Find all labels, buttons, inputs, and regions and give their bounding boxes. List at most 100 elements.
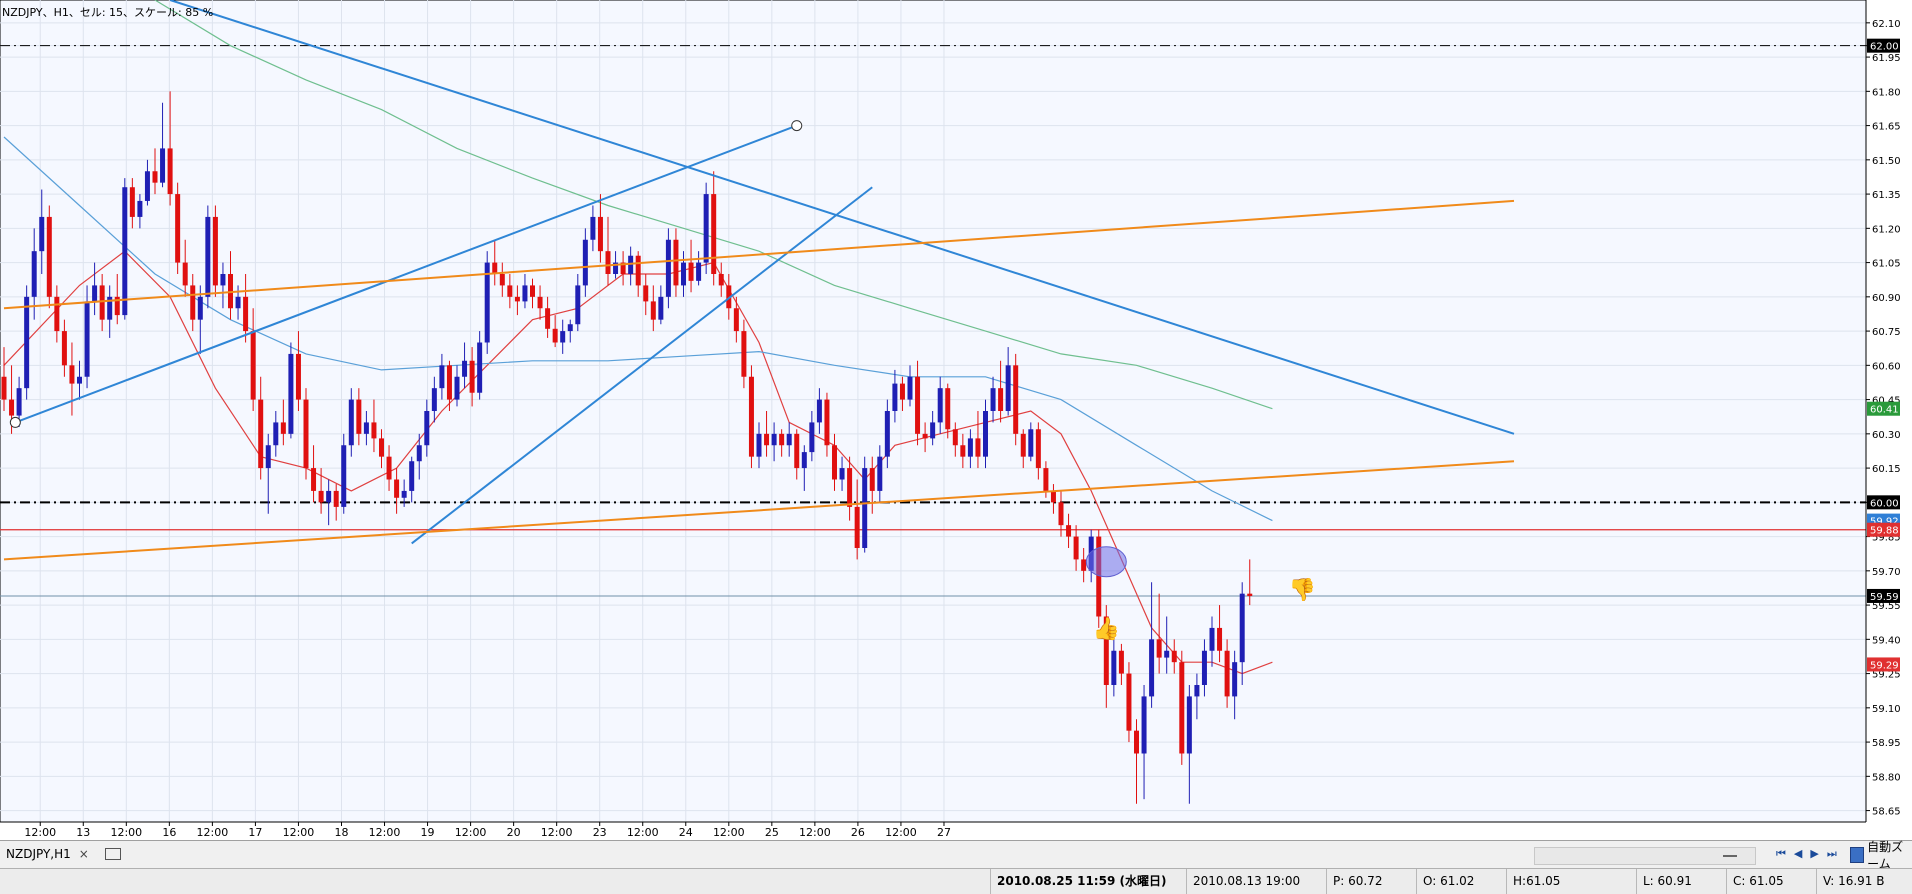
- candle-body: [1164, 650, 1170, 658]
- candle-body: [771, 433, 777, 446]
- candle-body: [258, 399, 264, 469]
- scroll-thumb[interactable]: [1723, 855, 1737, 857]
- candle-body: [61, 331, 67, 366]
- candle-body: [182, 262, 188, 286]
- window-icon[interactable]: [104, 848, 121, 860]
- time-tick-label: 27: [937, 826, 951, 839]
- candle-body: [167, 148, 173, 195]
- price-label: 60.00: [1870, 498, 1899, 509]
- price-axis-background: [1866, 0, 1912, 840]
- candle-body: [741, 331, 747, 377]
- tab-label[interactable]: NZDJPY,H1: [6, 847, 71, 861]
- highlight-ellipse: [1085, 546, 1127, 578]
- candle-body: [31, 251, 37, 297]
- candle-body: [628, 255, 634, 274]
- candle-body: [220, 274, 226, 286]
- candle-body: [416, 445, 422, 462]
- candle-body: [575, 285, 581, 325]
- price-label-box: [1867, 401, 1900, 416]
- time-tick-label: 12:00: [24, 826, 56, 839]
- candle-body: [122, 187, 128, 316]
- price-label-box: [1867, 495, 1900, 510]
- candle-body: [522, 285, 528, 302]
- candle-body: [567, 324, 573, 332]
- price-chart[interactable]: 👍 👎 62.10 62.0061.95 61.80 61.65 61.50 61.35 61.…: [0, 0, 1912, 840]
- price-tick-label: 59.70: [1872, 567, 1901, 578]
- moving-average-mid: [3, 136, 1273, 522]
- price-tick-label: 61.50: [1872, 156, 1901, 167]
- price-label: 59.59: [1870, 592, 1899, 603]
- candle-body: [1194, 685, 1200, 697]
- candle-body: [137, 200, 143, 217]
- price-label-box: [1867, 38, 1900, 53]
- candle-body: [514, 296, 520, 302]
- time-tick-label: 25: [765, 826, 779, 839]
- autozoom-label: 自動ズーム: [1867, 840, 1904, 871]
- candle-body: [235, 296, 241, 309]
- candle-body: [318, 490, 324, 503]
- price-tick-label: 60.15: [1872, 464, 1901, 475]
- status-open: O: 61.02: [1416, 869, 1503, 894]
- price-tick-label: 59.55: [1872, 601, 1901, 612]
- candle-body: [884, 411, 890, 457]
- chart-tab[interactable]: NZDJPY,H1 ×: [0, 843, 127, 865]
- candle-body: [1111, 650, 1117, 685]
- candle-body: [643, 285, 649, 302]
- thumb-up-icon: 👍: [1093, 616, 1120, 642]
- price-tick-label: 59.25: [1872, 670, 1901, 681]
- time-tick-label: 12:00: [455, 826, 487, 839]
- candle-body: [1043, 468, 1049, 491]
- trendline-orange-2: [3, 460, 1515, 561]
- candle-body: [605, 251, 611, 274]
- candle-body: [869, 468, 875, 491]
- candle-body: [945, 388, 951, 430]
- candle-body: [899, 383, 905, 400]
- candle-body: [446, 365, 452, 400]
- candle-body: [733, 308, 739, 332]
- candle-body: [16, 388, 22, 416]
- candle-body: [160, 148, 166, 183]
- candle-body: [998, 388, 1004, 411]
- candle-body: [431, 388, 437, 411]
- candle-body: [794, 433, 800, 469]
- candle-body: [703, 194, 709, 263]
- chart-area[interactable]: 👍 👎 62.10 62.0061.95 61.80 61.65 61.50 61.35 61.…: [0, 0, 1912, 840]
- candle-body: [748, 376, 754, 457]
- candle-body: [1096, 536, 1102, 617]
- candle-body: [295, 353, 301, 400]
- autozoom-toggle[interactable]: 自動ズーム: [1850, 840, 1912, 871]
- candle-body: [303, 399, 309, 469]
- price-tick-label: 58.65: [1872, 807, 1901, 818]
- candle-body: [280, 422, 286, 434]
- status-cursor-time: 2010.08.13 19:00: [1186, 869, 1323, 894]
- time-tick-label: 23: [593, 826, 607, 839]
- time-tick-label: 12:00: [283, 826, 315, 839]
- close-icon[interactable]: ×: [78, 847, 89, 861]
- nav-next-icon[interactable]: ▶: [1810, 847, 1819, 860]
- candle-body: [1013, 365, 1019, 434]
- candle-body: [144, 171, 150, 201]
- candle-body: [960, 445, 966, 457]
- chart-scrollbar[interactable]: [1534, 847, 1756, 865]
- candle-body: [1209, 627, 1215, 651]
- status-current-time: 2010.08.25 11:59 (水曜日): [990, 869, 1187, 894]
- candle-body: [1217, 627, 1223, 651]
- candle-body: [1186, 696, 1192, 754]
- candle-body: [1141, 696, 1147, 754]
- status-p: P: 60.72: [1326, 869, 1413, 894]
- nav-prev-icon[interactable]: ◀: [1793, 847, 1803, 860]
- price-tick-label: 58.80: [1872, 772, 1901, 783]
- candle-body: [1126, 673, 1132, 731]
- candle-body: [1066, 525, 1072, 537]
- nav-first-icon[interactable]: ⏮: [1776, 847, 1786, 860]
- candle-body: [99, 285, 105, 320]
- candle-body: [371, 422, 377, 439]
- candle-body: [681, 262, 686, 286]
- price-tick-label: 61.80: [1872, 87, 1901, 98]
- time-tick-label: 12:00: [627, 826, 659, 839]
- candle-body: [1103, 616, 1109, 685]
- autozoom-icon[interactable]: [1850, 847, 1865, 863]
- nav-last-icon[interactable]: ⏭: [1826, 847, 1837, 860]
- price-label-box: [1867, 657, 1900, 672]
- candle-body: [386, 456, 392, 480]
